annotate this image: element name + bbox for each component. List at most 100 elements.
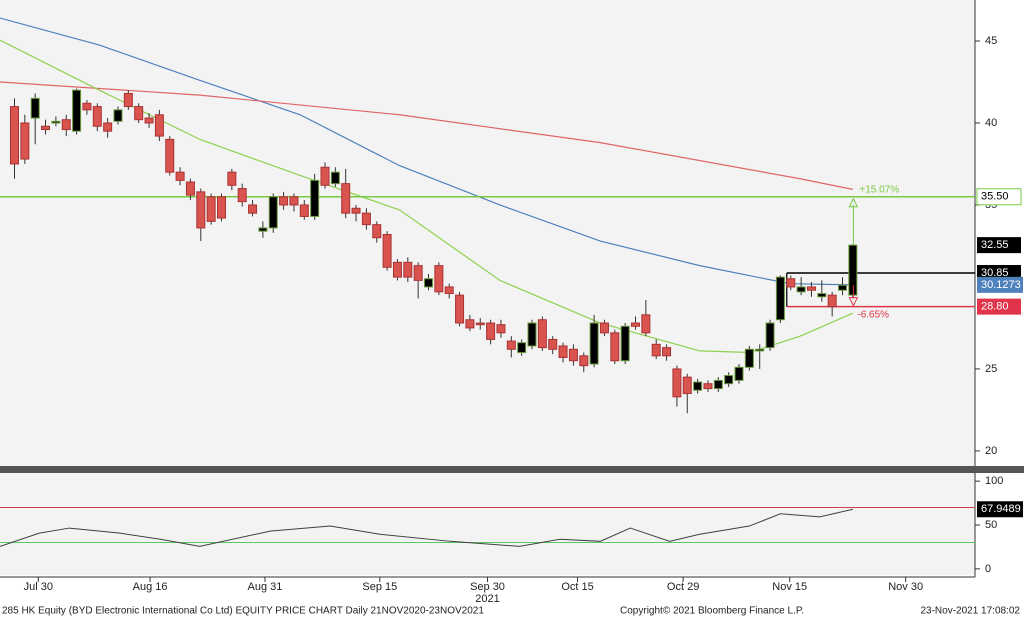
candle-body: [165, 138, 175, 173]
candle-body: [475, 322, 485, 326]
x-tick-label: Oct 29: [667, 581, 699, 593]
x-tick-label: Nov 15: [772, 581, 807, 593]
footer-left: 285 HK Equity (BYD Electronic Internatio…: [2, 606, 484, 617]
candle-body: [310, 179, 320, 217]
candle-body: [361, 212, 371, 226]
y-tick-label: 40: [985, 117, 997, 129]
candle-body: [144, 117, 154, 124]
candle-body: [9, 106, 19, 165]
y-tick-label: 0: [985, 563, 991, 575]
candle-body: [806, 286, 816, 291]
target-arrowhead: [848, 197, 859, 208]
candle-body: [103, 122, 113, 132]
candle-body: [817, 293, 827, 298]
moving-average: [0, 17, 853, 286]
candle-body: [123, 92, 133, 108]
candle-body: [413, 265, 423, 281]
candle-body: [227, 171, 237, 186]
candle-body: [724, 374, 734, 385]
candle-body: [196, 191, 206, 229]
candle-body: [41, 125, 51, 131]
candle-body: [237, 188, 247, 203]
annotation: +15.07%: [859, 184, 899, 195]
candle-body: [838, 284, 848, 291]
candle-body: [185, 181, 195, 196]
candle-body: [154, 114, 164, 137]
candle-body: [558, 345, 568, 358]
candle-body: [113, 109, 123, 122]
moving-average: [0, 81, 853, 190]
candle-body: [620, 325, 630, 362]
x-tick-label: Aug 16: [133, 581, 168, 593]
candle-body: [589, 322, 599, 365]
level-label: 35.50: [981, 191, 1009, 203]
candle-body: [392, 261, 402, 278]
candle-body: [610, 332, 620, 362]
y-tick-label: 45: [985, 35, 997, 47]
rsi-last-label-bg: [977, 501, 1023, 518]
stop-arrowhead: [848, 297, 859, 307]
candle-body: [372, 224, 382, 239]
x-tick-label: Sep 30: [470, 581, 505, 593]
candle-body: [289, 196, 299, 206]
x-tick-label: Nov 30: [888, 581, 923, 593]
candle-body: [599, 322, 609, 334]
candle-body: [351, 207, 361, 214]
y-tick-label: 100: [985, 475, 1003, 487]
candle-body: [206, 196, 216, 222]
level-label-bg: [976, 188, 1022, 206]
candle-body: [268, 196, 278, 229]
candle-body: [755, 348, 765, 352]
price-panel: [0, 0, 975, 466]
candle-body: [424, 278, 434, 288]
y-tick-label: 50: [985, 519, 997, 531]
candle-body: [61, 119, 71, 131]
candle-body: [744, 348, 754, 368]
candle-body: [651, 343, 661, 357]
candle-body: [496, 324, 506, 334]
candle-body: [579, 355, 589, 367]
candle-body: [330, 171, 340, 185]
candle-body: [734, 366, 744, 381]
y-tick-label: 20: [985, 445, 997, 457]
rsi-last-label: 67.9489: [981, 503, 1021, 515]
candle-body: [320, 166, 330, 186]
x-tick-label: Oct 15: [561, 581, 593, 593]
candle-body: [713, 379, 723, 390]
footer-right: 23-Nov-2021 17:08:02: [920, 606, 1020, 617]
annotation: -6.65%: [857, 309, 889, 320]
candle-body: [403, 261, 413, 278]
candle-body: [486, 322, 496, 340]
last-price-label: 32.55: [981, 239, 1009, 251]
candle-body: [517, 342, 527, 354]
candle-body: [703, 383, 713, 390]
y-tick-label: 25: [985, 363, 997, 375]
candle-body: [455, 294, 465, 324]
candle-body: [341, 183, 351, 214]
candle-body: [786, 278, 796, 288]
candle-body: [92, 106, 102, 127]
candle-body: [631, 322, 641, 327]
x-tick-label: Sep 15: [362, 581, 397, 593]
candle-body: [672, 368, 682, 398]
candle-body: [765, 322, 775, 349]
candle-body: [279, 196, 289, 206]
x-tick-label: Jul 30: [24, 581, 53, 593]
x-tick-label: Aug 31: [248, 581, 283, 593]
candle-body: [20, 122, 30, 160]
candle-body: [641, 314, 651, 334]
level-label: 30.85: [981, 267, 1009, 279]
level-label-bg: [977, 298, 1021, 315]
candle-body: [434, 265, 444, 293]
footer-center: Copyright© 2021 Bloomberg Finance L.P.: [620, 606, 804, 617]
panel-separator: [0, 466, 1024, 473]
candle-body: [775, 276, 785, 321]
candle-body: [827, 294, 837, 308]
candle-body: [258, 227, 268, 232]
candle-body: [693, 381, 703, 391]
candle-body: [662, 347, 672, 357]
candle-body: [134, 106, 144, 121]
candle-body: [796, 286, 806, 293]
candle-body: [72, 89, 82, 132]
candle-body: [568, 348, 578, 362]
